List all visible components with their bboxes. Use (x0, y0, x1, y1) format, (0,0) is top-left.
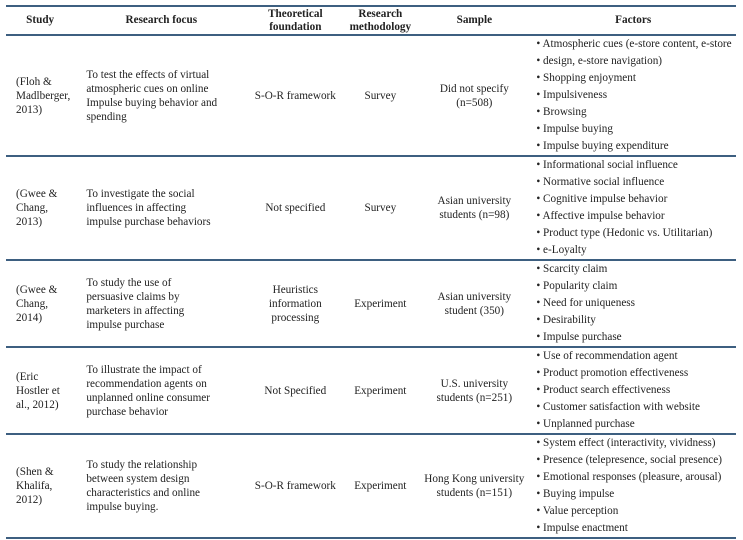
theoretical-foundation-cell: Not specified (248, 156, 343, 261)
factor-item: Atmospheric cues (e-store content, e-sto… (536, 36, 732, 53)
factors-cell: Atmospheric cues (e-store content, e-sto… (530, 35, 736, 157)
header-study: Study (6, 5, 75, 36)
header-research-methodology: Research methodology (342, 5, 419, 36)
header-factors: Factors (530, 5, 736, 36)
factors-cell: Informational social influenceNormative … (530, 156, 736, 261)
theoretical-foundation-cell: Heuristics information processing (248, 260, 343, 348)
table-row: (Gwee & Chang, 2013) To investigate the s… (6, 156, 736, 261)
factors-cell: System effect (interactivity, vividness)… (530, 434, 736, 539)
research-methodology-cell: Survey (342, 156, 419, 261)
table-row: (Gwee & Chang, 2014) To study the use of … (6, 260, 736, 348)
sample-cell: Asian university student (350) (418, 260, 531, 348)
factor-item: Product search effectiveness (536, 382, 732, 399)
factor-item: Normative social influence (536, 174, 732, 191)
factor-item: e-Loyalty (536, 242, 732, 259)
factor-item: Unplanned purchase (536, 416, 732, 433)
factor-item: Impulse enactment (536, 520, 732, 537)
research-methodology-cell: Survey (342, 35, 419, 157)
header-theoretical-foundation: Theoretical foundation (248, 5, 343, 36)
factor-item: Need for uniqueness (536, 295, 732, 312)
factor-item: Shopping enjoyment (536, 70, 732, 87)
research-focus-cell: To investigate the social influences in … (74, 156, 249, 261)
factors-cell: Use of recommendation agentProduct promo… (530, 347, 736, 435)
theoretical-foundation-cell: S-O-R framework (248, 434, 343, 539)
research-focus-cell: To study the use of persuasive claims by… (74, 260, 249, 348)
sample-cell: Did not specify (n=508) (418, 35, 531, 157)
factor-item: Impulse buying (536, 121, 732, 138)
sample-cell: U.S. university students (n=251) (418, 347, 531, 435)
factor-item: Value perception (536, 503, 732, 520)
header-sample: Sample (418, 5, 531, 36)
factors-list: Informational social influenceNormative … (536, 157, 732, 259)
factor-item: Popularity claim (536, 278, 732, 295)
factor-item: design, e-store navigation) (536, 53, 732, 70)
factor-item: Emotional responses (pleasure, arousal) (536, 469, 732, 486)
research-methodology-cell: Experiment (342, 347, 419, 435)
factor-item: Impulse buying expenditure (536, 138, 732, 155)
study-cell: (Floh & Madlberger, 2013) (6, 35, 75, 157)
study-cell: (Gwee & Chang, 2013) (6, 156, 75, 261)
factor-item: Informational social influence (536, 157, 732, 174)
factor-item: Use of recommendation agent (536, 348, 732, 365)
factors-list: System effect (interactivity, vividness)… (536, 435, 732, 537)
research-focus-cell: To study the relationship between system… (74, 434, 249, 539)
study-cell: (Eric Hostler et al., 2012) (6, 347, 75, 435)
header-row: Study Research focus Theoretical foundat… (6, 5, 736, 36)
factors-list: Use of recommendation agentProduct promo… (536, 348, 732, 433)
factors-list: Atmospheric cues (e-store content, e-sto… (536, 36, 732, 155)
factor-item: Product promotion effectiveness (536, 365, 732, 382)
factor-item: Browsing (536, 104, 732, 121)
factor-item: Cognitive impulse behavior (536, 191, 732, 208)
factor-item: Impulse purchase (536, 329, 732, 346)
theoretical-foundation-cell: S-O-R framework (248, 35, 343, 157)
header-research-focus: Research focus (74, 5, 249, 36)
factor-item: System effect (interactivity, vividness) (536, 435, 732, 452)
sample-cell: Asian university students (n=98) (418, 156, 531, 261)
theoretical-foundation-cell: Not Specified (248, 347, 343, 435)
table-row: (Shen & Khalifa, 2012) To study the relat… (6, 434, 736, 539)
factor-item: Desirability (536, 312, 732, 329)
research-methodology-cell: Experiment (342, 434, 419, 539)
factor-item: Customer satisfaction with website (536, 399, 732, 416)
research-focus-cell: To illustrate the impact of recommendati… (74, 347, 249, 435)
factors-list: Scarcity claimPopularity claimNeed for u… (536, 261, 732, 346)
research-focus-cell: To test the effects of virtual atmospher… (74, 35, 249, 157)
factor-item: Scarcity claim (536, 261, 732, 278)
factors-cell: Scarcity claimPopularity claimNeed for u… (530, 260, 736, 348)
literature-table: Study Research focus Theoretical foundat… (6, 5, 736, 539)
factor-item: Buying impulse (536, 486, 732, 503)
study-cell: (Shen & Khalifa, 2012) (6, 434, 75, 539)
study-cell: (Gwee & Chang, 2014) (6, 260, 75, 348)
research-methodology-cell: Experiment (342, 260, 419, 348)
factor-item: Product type (Hedonic vs. Utilitarian) (536, 225, 732, 242)
factor-item: Impulsiveness (536, 87, 732, 104)
table-row: (Eric Hostler et al., 2012) To illustrate… (6, 347, 736, 435)
factor-item: Affective impulse behavior (536, 208, 732, 225)
table-row: (Floh & Madlberger, 2013) To test the eff… (6, 35, 736, 157)
sample-cell: Hong Kong university students (n=151) (418, 434, 531, 539)
factor-item: Presence (telepresence, social presence) (536, 452, 732, 469)
